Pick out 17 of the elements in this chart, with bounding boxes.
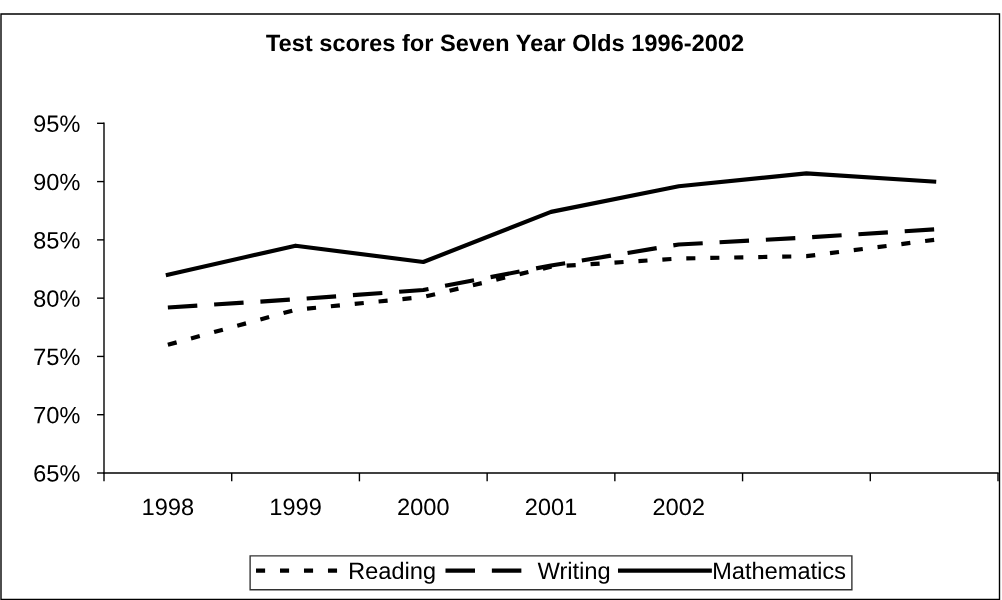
y-tick-label: 70% (34, 406, 80, 424)
y-tick-label: 80% (34, 290, 80, 307)
x-tick-label: 2001 (525, 498, 577, 516)
legend-label: Reading (350, 561, 435, 584)
y-tick-label: 75% (34, 348, 80, 366)
y-tick-label: 95% (34, 115, 80, 133)
y-tick-label: 85% (34, 231, 80, 249)
chart-title: Test scores for Seven Year Olds 1996-2002 (266, 34, 744, 52)
legend-label: Mathematics (714, 561, 846, 580)
line-series (165, 171, 937, 277)
x-tick-label: 1998 (143, 498, 194, 516)
x-tick-label: 2002 (653, 498, 704, 516)
y-tick-label: 65% (34, 465, 80, 482)
x-tick-label: 2000 (398, 498, 449, 516)
x-tick-label: 1999 (271, 498, 321, 516)
legend-label: Writing (537, 561, 610, 584)
y-tick-label: 90% (34, 173, 80, 191)
